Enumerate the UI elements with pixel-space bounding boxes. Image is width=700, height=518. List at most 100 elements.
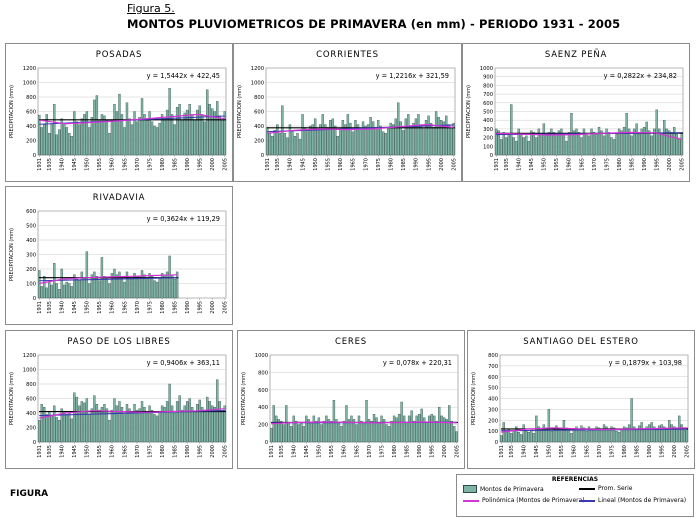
bar-1959 [336, 135, 340, 156]
bar-1939 [290, 426, 293, 443]
bar-1947 [306, 130, 309, 156]
bar-1952 [547, 132, 551, 156]
bar-1959 [108, 133, 111, 156]
bar-1958 [105, 408, 109, 443]
main-title: MONTOS PLUVIOMETRICOS DE PRIMAVERA (en m… [127, 17, 621, 31]
trend-equation: y = 0,9406x + 363,11 [147, 359, 220, 367]
y-tick-label: 200 [258, 423, 268, 429]
bar-1987 [410, 410, 413, 443]
bar-1988 [180, 120, 184, 156]
bar-1983 [168, 255, 171, 299]
bar-1993 [655, 429, 658, 443]
chart-panel-paso-de-los-libres: PASO DE LOS LIBRES 0 200 400 600 800 1000 1200 P… [5, 330, 233, 469]
bar-2004 [450, 127, 453, 156]
bar-1967 [585, 133, 588, 156]
x-tick-label: 1990 [185, 301, 191, 314]
bar-1991 [645, 121, 648, 156]
y-axis-label: PRECIPITACION (mm) [237, 85, 243, 138]
y-tick-label: 600 [258, 388, 268, 394]
bar-1953 [325, 415, 328, 443]
bar-1974 [602, 135, 606, 156]
bar-1994 [195, 109, 199, 156]
bar-1986 [175, 106, 179, 156]
bar-1965 [123, 127, 126, 156]
bar-1955 [326, 127, 329, 156]
bar-1957 [103, 404, 106, 443]
bar-2001 [675, 427, 678, 443]
y-tick-label: 400 [254, 124, 264, 130]
legend: REFERENCIAS Montos de Primavera Prom. Se… [456, 474, 694, 517]
bar-1964 [352, 419, 356, 443]
bar-1989 [183, 405, 186, 443]
bar-1952 [90, 274, 94, 299]
bar-1981 [163, 407, 166, 443]
y-tick-label: 0 [261, 153, 264, 159]
x-tick-label: 1995 [654, 158, 660, 171]
bar-1965 [123, 281, 126, 299]
bar-1982 [165, 271, 169, 299]
y-tick-label: 200 [26, 267, 36, 273]
bar-1957 [103, 115, 106, 156]
bar-1950 [542, 123, 546, 156]
bar-1996 [663, 426, 666, 443]
bar-1990 [185, 109, 189, 156]
polynomial-trend-line [496, 131, 682, 140]
bar-1937 [515, 426, 518, 443]
bar-2003 [447, 124, 450, 156]
bar-1935 [48, 133, 51, 156]
x-tick-label: 1985 [404, 445, 410, 458]
bar-1953 [93, 271, 96, 299]
bar-1985 [405, 422, 408, 443]
polynomial-trend-line [39, 274, 178, 285]
x-tick-label: 2005 [680, 158, 686, 171]
bar-1938 [517, 432, 520, 443]
bar-1963 [118, 401, 121, 443]
y-tick-label: 200 [254, 139, 264, 145]
bar-2003 [675, 133, 678, 156]
bar-1986 [637, 425, 641, 443]
bar-1940 [60, 268, 63, 299]
bar-1969 [133, 404, 136, 443]
y-axis-label: PRECIPITACION (mm) [9, 228, 15, 281]
bar-1944 [70, 135, 74, 156]
bar-1981 [395, 417, 398, 443]
bar-1979 [620, 428, 623, 443]
bar-1973 [600, 130, 603, 156]
bar-1968 [359, 130, 362, 156]
bar-1958 [105, 120, 109, 156]
bar-1956 [562, 420, 566, 443]
bar-1962 [577, 428, 581, 443]
bar-1933 [271, 135, 274, 156]
linear-trend-line [39, 277, 178, 282]
bar-1990 [417, 413, 421, 443]
x-tick-label: 1990 [642, 158, 648, 171]
bar-1986 [632, 128, 636, 156]
bar-1954 [552, 132, 556, 156]
bar-1942 [65, 281, 69, 299]
y-tick-label: 900 [483, 75, 493, 81]
bar-1934 [45, 414, 48, 443]
bar-2004 [453, 426, 456, 443]
bar-1955 [560, 429, 563, 443]
x-tick-label: 1960 [110, 301, 116, 314]
bar-2005 [223, 111, 226, 156]
bar-1943 [300, 422, 303, 443]
x-tick-label: 1945 [529, 158, 535, 171]
bar-1941 [63, 124, 66, 156]
x-tick-label: 1950 [547, 445, 553, 458]
bar-1970 [135, 276, 139, 299]
bar-1943 [68, 133, 71, 156]
y-tick-label: 0 [33, 440, 36, 446]
x-tick-label: 1931 [269, 445, 275, 458]
bar-1982 [622, 126, 626, 156]
bar-1983 [168, 88, 171, 156]
bar-1936 [50, 123, 53, 156]
bar-1996 [201, 114, 204, 156]
y-tick-label: 400 [26, 124, 36, 130]
x-tick-label: 1950 [85, 301, 91, 314]
bar-2004 [678, 139, 681, 156]
bar-1950 [85, 398, 89, 443]
x-tick-label: 1965 [122, 301, 128, 314]
bar-1962 [115, 274, 119, 299]
bar-2004 [221, 120, 224, 156]
